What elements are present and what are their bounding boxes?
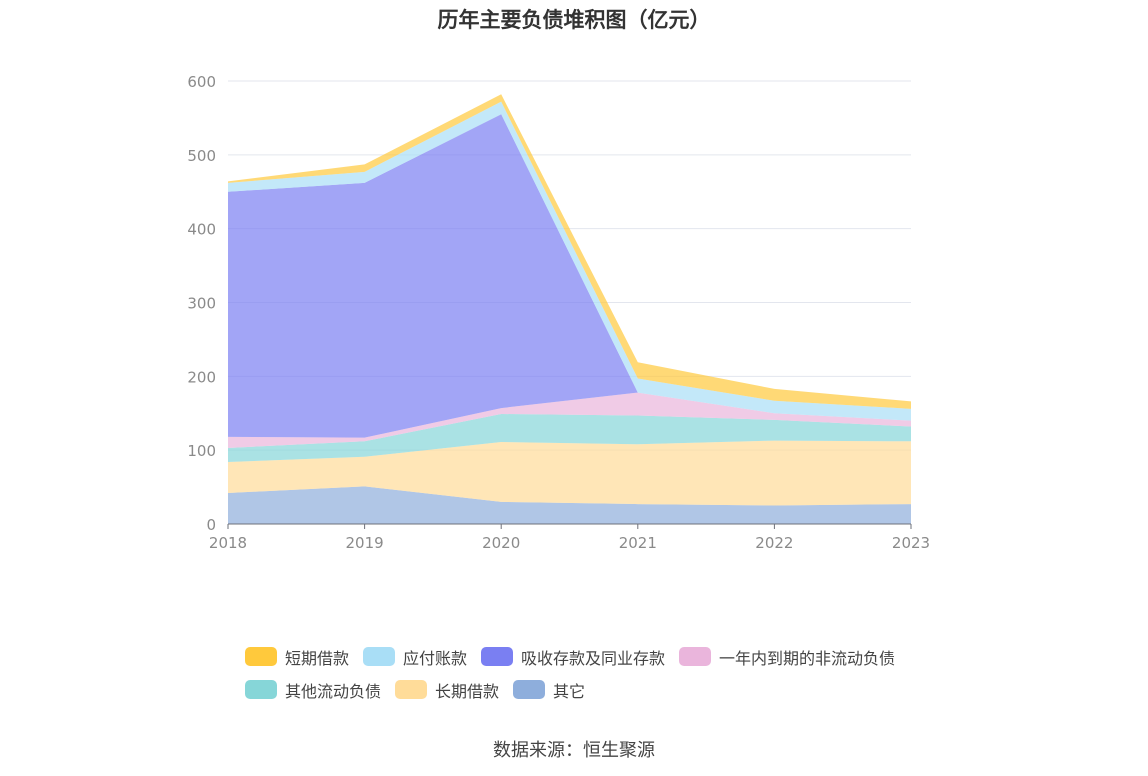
legend-row: 其他流动负债 长期借款 其它	[245, 673, 945, 706]
legend-swatch	[363, 647, 396, 666]
legend-item[interactable]: 吸收存款及同业存款	[481, 645, 665, 669]
x-tick-label: 2019	[346, 534, 384, 552]
legend-swatch	[679, 647, 712, 666]
x-tick-label: 2018	[209, 534, 247, 552]
area-series	[228, 486, 911, 524]
legend-item[interactable]: 短期借款	[245, 645, 349, 669]
data-source: 数据来源：恒生聚源	[493, 740, 655, 761]
y-tick-label: 400	[187, 221, 216, 239]
area-series	[228, 440, 911, 506]
legend-item[interactable]: 长期借款	[395, 678, 499, 702]
legend-item[interactable]: 其他流动负债	[245, 678, 381, 702]
legend-label: 其他流动负债	[285, 681, 382, 701]
y-tick-label: 100	[187, 442, 216, 460]
legend-swatch	[245, 680, 277, 699]
legend-label: 短期借款	[285, 648, 350, 668]
legend-swatch	[395, 680, 428, 699]
legend-item[interactable]: 一年内到期的非流动负债	[679, 645, 895, 669]
y-tick-label: 200	[187, 368, 216, 386]
y-tick-label: 600	[187, 73, 216, 91]
chart-title: 历年主要负债堆积图（亿元）	[437, 8, 711, 32]
legend-item[interactable]: 应付账款	[363, 645, 467, 669]
legend-label: 应付账款	[403, 648, 468, 668]
legend-row: 短期借款 应付账款 吸收存款及同业存款 一年内到期的非流动负债	[245, 640, 945, 673]
legend-label: 吸收存款及同业存款	[521, 648, 666, 668]
x-tick-label: 2021	[619, 534, 657, 552]
legend-swatch	[513, 680, 546, 699]
x-tick-label: 2023	[892, 534, 930, 552]
legend-label: 其它	[553, 681, 586, 701]
y-tick-label: 0	[206, 516, 216, 534]
chart-legend: 短期借款 应付账款 吸收存款及同业存款 一年内到期的非流动负债 其他流动负债 长期借款其…	[245, 640, 945, 706]
area-series	[228, 392, 911, 448]
legend-label: 一年内到期的非流动负债	[719, 648, 896, 668]
legend-swatch	[481, 647, 514, 666]
legend-label: 长期借款	[435, 681, 500, 701]
legend-item[interactable]: 其它	[513, 678, 585, 702]
stacked-area-chart: 0 100 200 300 400 500 600 2018 2019 2020 2021 2022 2…	[187, 73, 930, 552]
y-tick-label: 300	[187, 295, 216, 313]
area-series	[228, 413, 911, 462]
legend-swatch	[245, 647, 277, 666]
x-tick-label: 2020	[482, 534, 520, 552]
x-tick-label: 2022	[755, 534, 793, 552]
area-series	[228, 114, 911, 438]
y-tick-label: 500	[187, 147, 216, 165]
